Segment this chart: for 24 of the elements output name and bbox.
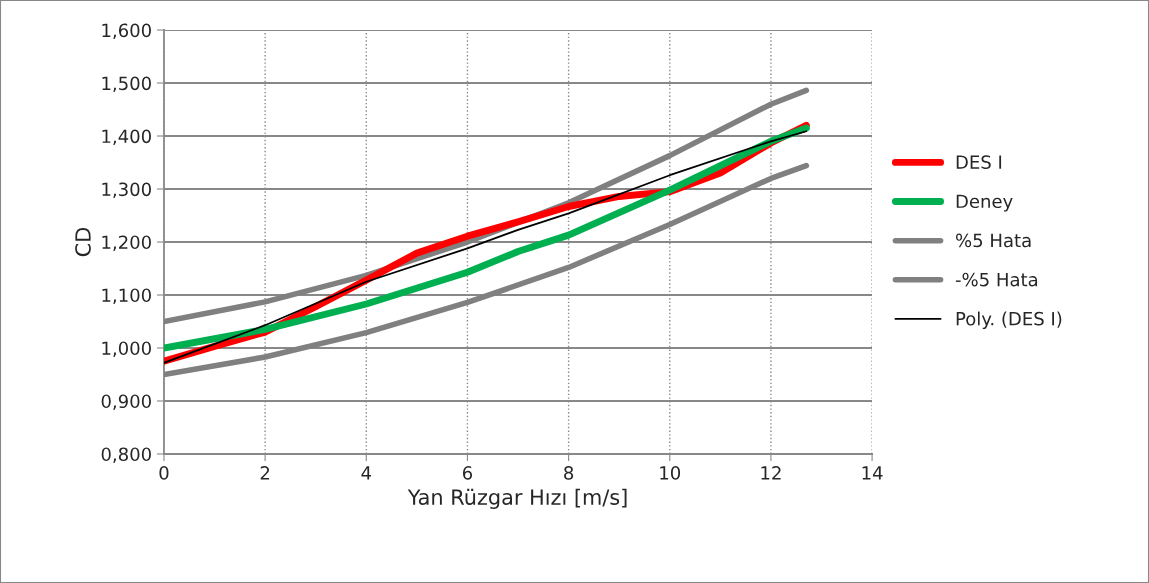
- x-tick-label: 4: [361, 466, 372, 480]
- y-axis-title: CD: [75, 227, 91, 257]
- x-tick-label: 12: [761, 466, 781, 480]
- y-tick-label: 0,800: [101, 447, 151, 463]
- x-tick-label: 6: [462, 466, 473, 480]
- y-tick-label: 1,200: [102, 235, 151, 251]
- y-tick-label: 1,000: [102, 341, 151, 357]
- y-tick-label: 1,100: [102, 288, 151, 304]
- legend-label: -%5 Hata: [955, 272, 1038, 287]
- x-tick-label: 2: [260, 466, 270, 480]
- x-tick-label: 0: [159, 466, 169, 480]
- legend-label: %5 Hata: [956, 233, 1031, 248]
- legend-label: Deney: [956, 194, 1013, 212]
- x-axis-title: Yan Rüzgar Hızı [m/s]: [407, 488, 627, 509]
- y-tick-label: 1,400: [102, 129, 151, 145]
- y-tick-label: 1,500: [102, 76, 151, 92]
- x-tick-label: 14: [862, 466, 883, 480]
- legend-label: Poly. (DES I): [956, 311, 1062, 330]
- x-tick-label: 10: [660, 466, 681, 480]
- y-tick-label: 0,900: [101, 394, 151, 410]
- y-tick-label: 1,300: [102, 182, 151, 198]
- y-tick-label: 1,600: [102, 23, 151, 39]
- legend-label: DES I: [956, 155, 1002, 169]
- x-tick-label: 8: [564, 466, 574, 480]
